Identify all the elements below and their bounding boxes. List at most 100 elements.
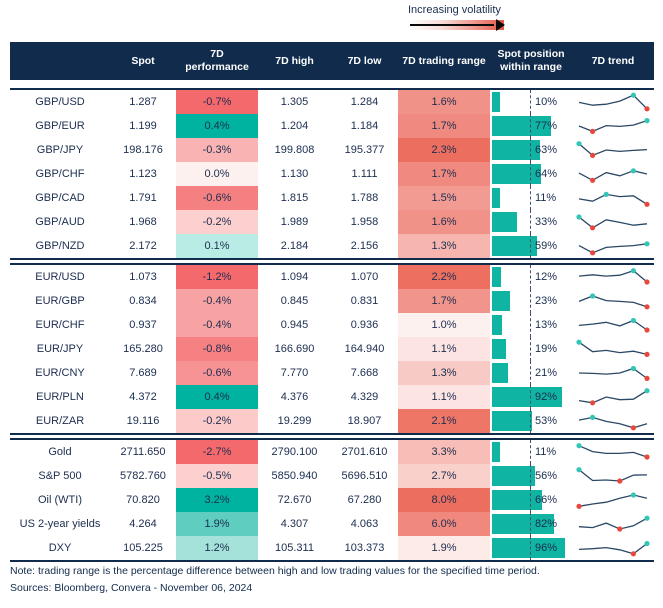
high-value: 4.307	[280, 518, 309, 530]
header-spot: Spot	[131, 54, 155, 67]
spot-position-cell: 33%	[490, 210, 572, 234]
spot-position-cell: 96%	[490, 536, 572, 560]
header-7d-low: 7D low	[347, 54, 382, 67]
spot-position-cell: 11%	[490, 186, 572, 210]
arrow-head-icon	[496, 19, 505, 31]
position-label: 66%	[535, 494, 558, 506]
spot-value: 70.820	[126, 494, 160, 506]
trading-range-cell: 1.5%	[398, 186, 490, 210]
position-bar	[492, 490, 543, 510]
low-value: 1.958	[350, 216, 379, 228]
position-label: 82%	[535, 518, 558, 530]
midpoint-dashed-line	[530, 265, 531, 289]
table-row: EUR/PLN 4.372 0.4% 4.376 4.329 1.1% 92%	[10, 385, 654, 409]
midpoint-dashed-line	[530, 186, 531, 210]
spot-value: 2.172	[129, 240, 157, 252]
spot-position-cell: 23%	[490, 289, 572, 313]
midpoint-dashed-line	[530, 440, 531, 464]
midpoint-dashed-line	[530, 409, 531, 433]
position-bar	[492, 116, 551, 136]
low-value: 1.111	[351, 168, 378, 180]
legend-label: Increasing volatility	[408, 4, 501, 16]
volatility-legend: Increasing volatility	[408, 4, 505, 31]
arrow-line	[410, 24, 494, 26]
instrument-name: GBP/AUD	[35, 216, 85, 228]
table-row: GBP/CAD 1.791 -0.6% 1.815 1.788 1.5% 11%	[10, 186, 654, 210]
trend-sparkline	[572, 488, 654, 512]
performance-cell: 1.9%	[176, 512, 258, 536]
low-value: 1.184	[350, 120, 379, 132]
position-label: 23%	[535, 295, 558, 307]
trend-sparkline	[572, 337, 654, 361]
spot-value: 1.199	[129, 120, 157, 132]
high-value: 1.094	[280, 271, 309, 283]
spot-position-cell: 12%	[490, 265, 572, 289]
table-row: Oil (WTI) 70.820 3.2% 72.670 67.280 8.0%…	[10, 488, 654, 512]
position-label: 96%	[535, 542, 558, 554]
position-bar	[492, 212, 518, 232]
midpoint-dashed-line	[530, 114, 531, 138]
table-row: GBP/AUD 1.968 -0.2% 1.989 1.958 1.6% 33%	[10, 210, 654, 234]
performance-cell: -0.6%	[176, 361, 258, 385]
position-bar	[492, 411, 533, 431]
high-value: 105.311	[275, 542, 314, 554]
midpoint-dashed-line	[530, 385, 531, 409]
spot-position-cell: 82%	[490, 512, 572, 536]
trading-range-cell: 1.3%	[398, 361, 490, 385]
low-value: 0.831	[350, 295, 379, 307]
position-label: 13%	[535, 319, 558, 331]
midpoint-dashed-line	[530, 361, 531, 385]
midpoint-dashed-line	[530, 289, 531, 313]
header-7d-performance: 7D performance	[185, 48, 249, 73]
trend-sparkline	[572, 409, 654, 433]
table-row: S&P 500 5782.760 -0.5% 5850.940 5696.510…	[10, 464, 654, 488]
spot-value: 1.968	[129, 216, 157, 228]
table-header: Spot 7D performance 7D high 7D low 7D tr…	[10, 42, 654, 80]
trading-range-cell: 1.9%	[398, 536, 490, 560]
instrument-name: EUR/CHF	[35, 319, 85, 331]
spot-position-cell: 10%	[490, 90, 572, 114]
header-7d-trend: 7D trend	[591, 54, 635, 67]
table-row: GBP/NZD 2.172 0.1% 2.184 2.156 1.3% 59%	[10, 234, 654, 258]
midpoint-dashed-line	[530, 162, 531, 186]
spot-value: 1.123	[129, 168, 157, 180]
position-bar	[492, 140, 540, 160]
high-value: 1.989	[280, 216, 309, 228]
instrument-name: EUR/GBP	[35, 295, 85, 307]
spot-position-cell: 53%	[490, 409, 572, 433]
low-value: 5696.510	[341, 470, 388, 482]
spot-value: 7.689	[129, 367, 157, 379]
performance-cell: 0.4%	[176, 114, 258, 138]
spot-value: 4.264	[129, 518, 157, 530]
midpoint-dashed-line	[530, 337, 531, 361]
spot-value: 5782.760	[120, 470, 166, 482]
low-value: 1.788	[350, 192, 379, 204]
position-label: 63%	[535, 144, 558, 156]
high-value: 7.770	[280, 367, 309, 379]
low-value: 2.156	[350, 240, 379, 252]
table-row: GBP/JPY 198.176 -0.3% 199.808 195.377 2.…	[10, 138, 654, 162]
low-value: 4.329	[350, 391, 379, 403]
trading-range-cell: 1.7%	[398, 162, 490, 186]
performance-cell: -0.2%	[176, 210, 258, 234]
position-label: 77%	[535, 120, 558, 132]
low-value: 1.070	[350, 271, 379, 283]
spot-value: 0.937	[129, 319, 157, 331]
trading-range-cell: 1.7%	[398, 114, 490, 138]
performance-cell: 3.2%	[176, 488, 258, 512]
position-bar	[492, 267, 502, 287]
high-value: 0.845	[280, 295, 309, 307]
trend-sparkline	[572, 313, 654, 337]
table-row: Gold 2711.650 -2.7% 2790.100 2701.610 3.…	[10, 440, 654, 464]
position-bar	[492, 188, 501, 208]
instrument-name: DXY	[48, 542, 72, 554]
sources-text: Sources: Bloomberg, Convera - November 0…	[10, 582, 253, 594]
table-row: EUR/CHF 0.937 -0.4% 0.945 0.936 1.0% 13%	[10, 313, 654, 337]
high-value: 2790.100	[271, 446, 318, 458]
table-row: EUR/GBP 0.834 -0.4% 0.845 0.831 1.7% 23%	[10, 289, 654, 313]
midpoint-dashed-line	[530, 210, 531, 234]
trend-sparkline	[572, 440, 654, 464]
position-label: 12%	[535, 271, 558, 283]
performance-cell: -2.7%	[176, 440, 258, 464]
trend-sparkline	[572, 210, 654, 234]
